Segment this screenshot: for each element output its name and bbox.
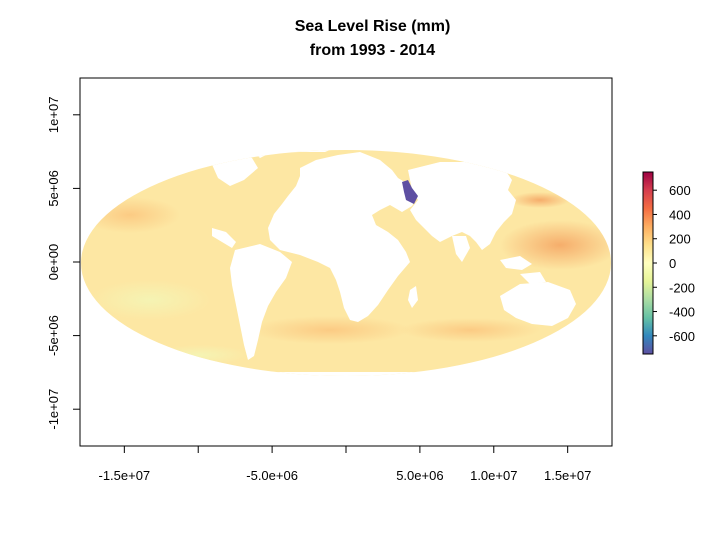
caspian-sea bbox=[402, 180, 418, 204]
colorbar-tick-label: 0 bbox=[669, 256, 676, 271]
colorbar-tick-label: 400 bbox=[669, 207, 691, 222]
x-tick-label: -5.0e+06 bbox=[246, 468, 298, 483]
x-tick-label: 1.0e+07 bbox=[470, 468, 517, 483]
y-tick-label: 1e+07 bbox=[46, 97, 61, 134]
x-axis: -1.5e+07 -5.0e+06 5.0e+06 1.0e+07 1.5e+07 bbox=[98, 445, 591, 483]
x-tick-label: -1.5e+07 bbox=[98, 468, 150, 483]
colorbar-ticks: 600 400 200 0 -200 -400 -600 bbox=[653, 183, 695, 344]
x-tick-label: 5.0e+06 bbox=[396, 468, 443, 483]
y-tick-label: -5e+06 bbox=[46, 315, 61, 356]
chart-title: Sea Level Rise (mm) bbox=[294, 18, 451, 35]
y-tick-label: -1e+07 bbox=[46, 389, 61, 430]
colorbar-tick-label: -200 bbox=[669, 280, 695, 295]
colorbar-tick-label: 200 bbox=[669, 232, 691, 247]
colorbar-tick-label: 600 bbox=[669, 183, 691, 198]
chart-subtitle: from 1993 - 2014 bbox=[309, 42, 436, 59]
y-tick-label: 0e+00 bbox=[46, 244, 61, 281]
y-tick-label: 5e+06 bbox=[46, 170, 61, 207]
colorbar-tick-label: -400 bbox=[669, 305, 695, 320]
colorbar-tick-label: -600 bbox=[669, 329, 695, 344]
y-axis: 1e+07 5e+06 0e+00 -5e+06 -1e+07 bbox=[46, 97, 81, 430]
ocean-surface bbox=[81, 150, 611, 376]
colorbar bbox=[642, 171, 654, 355]
x-tick-label: 1.5e+07 bbox=[544, 468, 591, 483]
